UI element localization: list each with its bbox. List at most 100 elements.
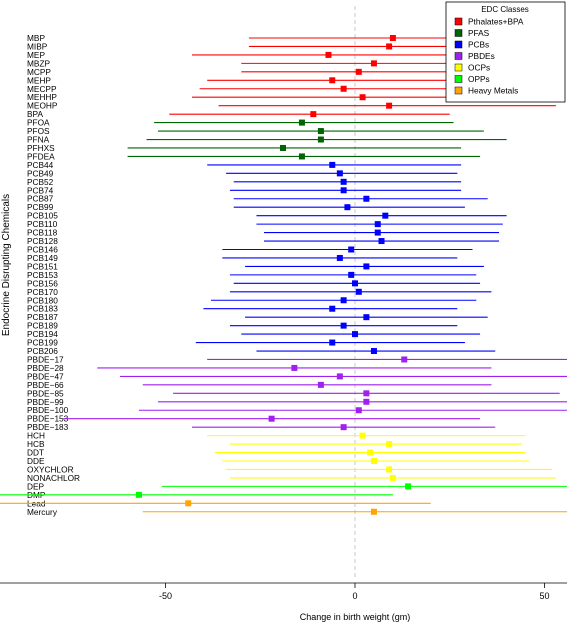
row: PCB153 [27,270,477,280]
legend-label: Heavy Metals [468,86,518,96]
row-label: Mercury [27,507,58,517]
point-estimate [336,373,343,380]
row-label: PCB151 [27,261,58,271]
legend-item: PCBs [454,40,489,50]
row: PCB118 [27,228,500,238]
row: PFOS [27,126,484,136]
y-axis-label: Endocrine Disrupting Chemicals [1,194,12,336]
row-label: PBDE−17 [27,354,64,364]
point-estimate [340,178,347,185]
point-estimate [298,153,305,160]
row-label: PCB194 [27,329,58,339]
point-estimate [386,102,393,109]
point-estimate [352,280,358,287]
x-tick-label: 0 [352,591,357,601]
row: HCB [27,439,522,449]
point-estimate [310,111,317,118]
row-label: PCB180 [27,295,58,305]
row: PCB105 [27,211,507,221]
row: DDE [27,456,530,466]
row: PCB74 [27,185,462,195]
point-estimate [279,144,286,151]
row: PBDE−28 [27,363,492,373]
point-estimate [348,246,355,253]
legend-swatch [454,40,463,49]
point-estimate [359,432,366,439]
row: MCPP [27,67,481,77]
row: BPA [27,109,450,119]
legend-swatch [454,86,463,95]
point-estimate [340,187,347,194]
row-label: PCB128 [27,236,58,246]
point-estimate [317,136,324,143]
row-label: PCB110 [27,219,58,229]
rows-layer: MBPMIBPMEPMBZPMCPPMEHPMECPPMEHHPMEOHPBPA… [0,33,567,517]
row-label: PCB149 [27,253,58,263]
x-axis: -100-50050100 [0,582,567,601]
point-estimate [355,407,362,414]
point-estimate [374,229,381,236]
point-estimate [370,508,377,515]
row-label: PCB105 [27,211,58,221]
legend-item: OPPs [454,74,490,84]
row: PCB110 [27,219,503,229]
row-label: OXYCHLOR [27,464,74,474]
row-label: PFNA [27,135,50,145]
row: PCB170 [27,287,492,297]
point-estimate [355,68,362,75]
legend-label: PCBs [468,40,489,50]
row-label: PCB170 [27,287,58,297]
row: PCB156 [27,278,481,288]
point-estimate [352,331,358,338]
legend-label: OPPs [468,74,490,84]
row: Lead [0,498,431,508]
legend-label: OCPs [468,63,490,73]
point-estimate [268,415,275,422]
row-label: PCB44 [27,160,54,170]
row-label: PCB87 [27,194,54,204]
point-estimate [329,305,336,312]
row-label: PCB206 [27,346,58,356]
legend-item: PFAS [454,28,490,38]
row: PCB189 [27,321,458,331]
row-label: BPA [27,109,43,119]
legend-item: PBDEs [454,51,495,61]
row-label: MEOHP [27,101,58,111]
row: PCB149 [27,253,458,263]
point-estimate [363,390,370,397]
row-label: PCB118 [27,228,58,238]
point-estimate [291,364,298,371]
point-estimate [389,474,396,481]
row: PBDE−100 [27,405,567,415]
point-estimate [344,204,351,211]
point-estimate [340,85,347,92]
point-estimate [370,458,377,464]
row-label: MEHHP [27,92,57,102]
point-estimate [340,322,347,329]
point-estimate [355,288,362,295]
point-estimate [359,94,366,101]
row-label: MIBP [27,41,48,51]
row-label: PBDE−66 [27,380,64,390]
point-estimate [386,43,393,50]
row: PBDE−47 [27,371,567,381]
point-estimate [378,238,385,245]
row: PFDEA [27,151,481,161]
row: DMP [0,490,393,500]
point-estimate [329,339,336,346]
point-estimate [340,297,347,304]
row-label: MBP [27,33,45,43]
row: MEP [27,50,496,60]
row: MBZP [27,58,507,68]
row: PBDE−85 [27,388,560,398]
point-estimate [363,398,370,405]
row: PCB52 [27,177,462,187]
row-label: PCB99 [27,202,54,212]
row: PFNA [27,135,507,145]
legend-swatch [454,75,463,83]
row: PBDE−99 [27,397,567,407]
point-estimate [382,212,389,219]
row-label: PFHXS [27,143,55,153]
point-estimate [329,77,336,84]
row-label: PCB52 [27,177,54,187]
